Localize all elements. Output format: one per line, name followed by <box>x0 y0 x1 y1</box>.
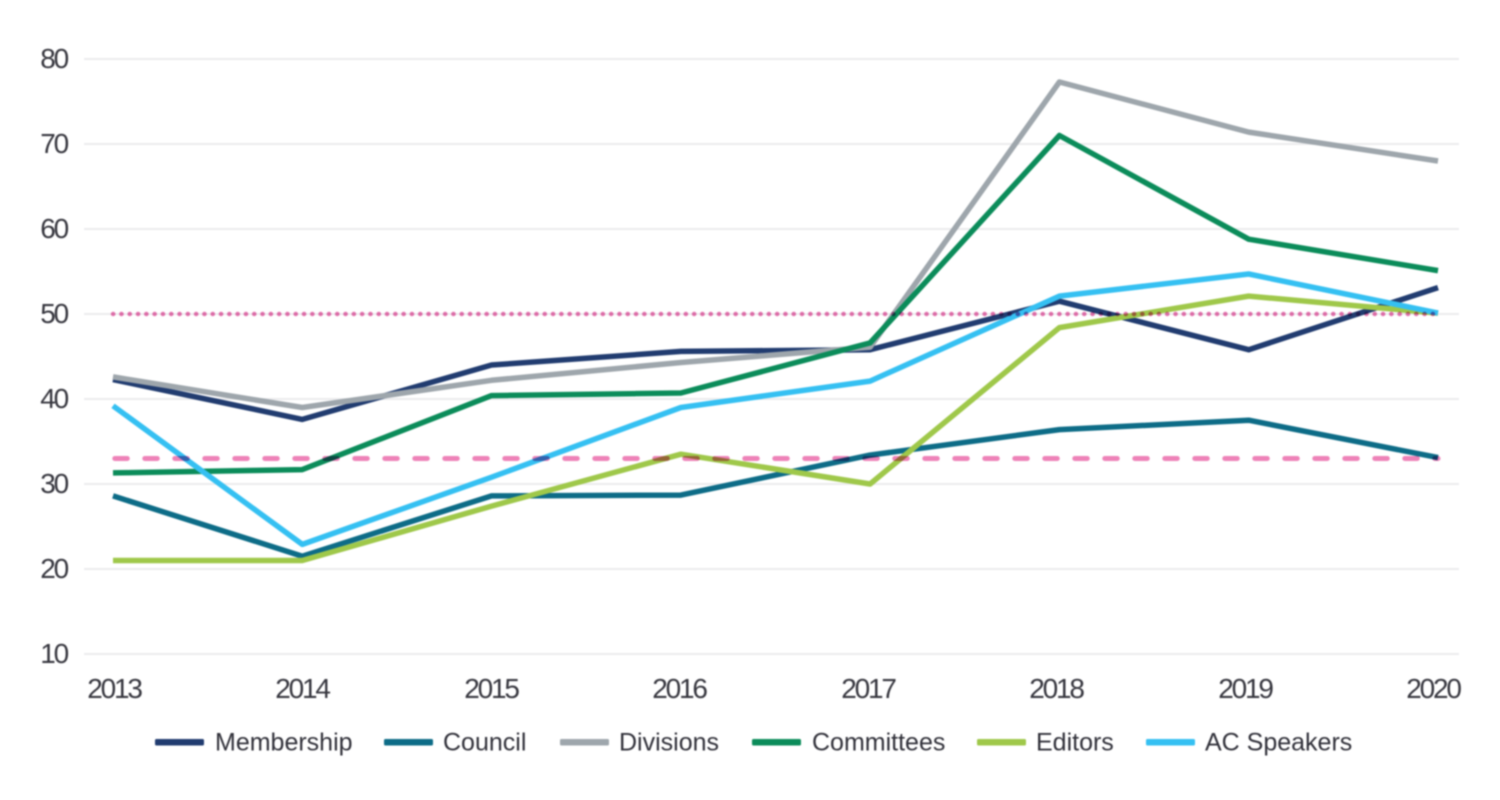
svg-text:Divisions: Divisions <box>619 729 719 757</box>
svg-text:2020: 2020 <box>1406 673 1461 704</box>
svg-text:Council: Council <box>443 729 526 757</box>
svg-text:80: 80 <box>40 43 68 74</box>
svg-text:40: 40 <box>40 383 68 414</box>
svg-text:10: 10 <box>40 638 68 669</box>
svg-text:30: 30 <box>40 468 68 499</box>
svg-text:2013: 2013 <box>87 673 142 704</box>
svg-text:2018: 2018 <box>1029 673 1084 704</box>
svg-text:60: 60 <box>40 213 68 244</box>
svg-text:70: 70 <box>40 128 68 159</box>
svg-text:2016: 2016 <box>652 673 707 704</box>
svg-text:2017: 2017 <box>841 673 896 704</box>
svg-text:AC Speakers: AC Speakers <box>1205 729 1352 757</box>
svg-text:50: 50 <box>40 298 68 329</box>
svg-text:2015: 2015 <box>464 673 519 704</box>
svg-text:2019: 2019 <box>1218 673 1273 704</box>
svg-text:2014: 2014 <box>275 673 330 704</box>
svg-text:Committees: Committees <box>812 729 945 757</box>
svg-text:Editors: Editors <box>1036 729 1114 757</box>
svg-text:Membership: Membership <box>215 729 353 757</box>
svg-text:20: 20 <box>40 553 68 584</box>
